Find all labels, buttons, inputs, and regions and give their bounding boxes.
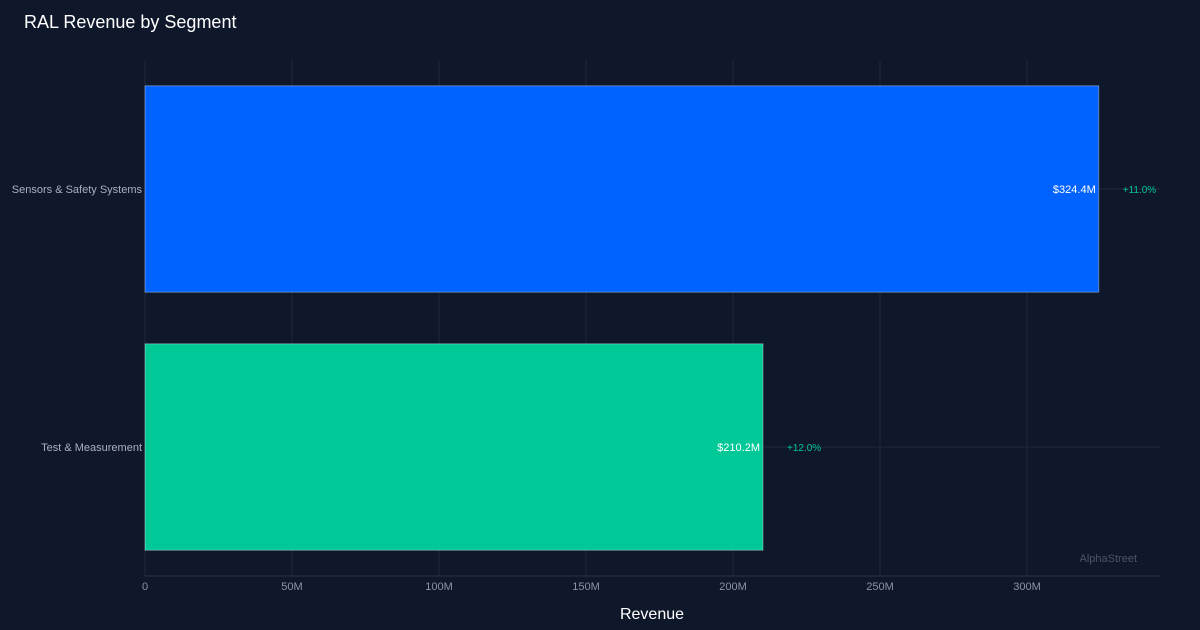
- x-tick-label: 200M: [719, 581, 747, 593]
- watermark: AlphaStreet: [1080, 553, 1137, 565]
- change-label: +11.0%: [1123, 185, 1157, 196]
- bar-0[interactable]: [144, 85, 1100, 293]
- value-label: $324.4M: [1053, 184, 1096, 196]
- bar-1[interactable]: [144, 343, 764, 551]
- chart-title: RAL Revenue by Segment: [24, 12, 237, 32]
- value-label: $210.2M: [717, 442, 760, 454]
- x-axis-title: Revenue: [620, 606, 684, 623]
- change-label: +12.0%: [787, 443, 821, 454]
- labels: 0 50M 100M 150M 200M 250M 300M Sensors & Safety…: [12, 184, 1157, 593]
- category-label: Test & Measurement: [41, 442, 142, 454]
- bars: [144, 85, 1100, 551]
- category-label: Sensors & Safety Systems: [12, 184, 143, 196]
- x-tick-label: 300M: [1013, 581, 1041, 593]
- x-tick-label: 0: [142, 581, 148, 593]
- x-tick-label: 250M: [866, 581, 894, 593]
- x-tick-label: 50M: [281, 581, 302, 593]
- x-tick-label: 100M: [425, 581, 453, 593]
- x-tick-label: 150M: [572, 581, 600, 593]
